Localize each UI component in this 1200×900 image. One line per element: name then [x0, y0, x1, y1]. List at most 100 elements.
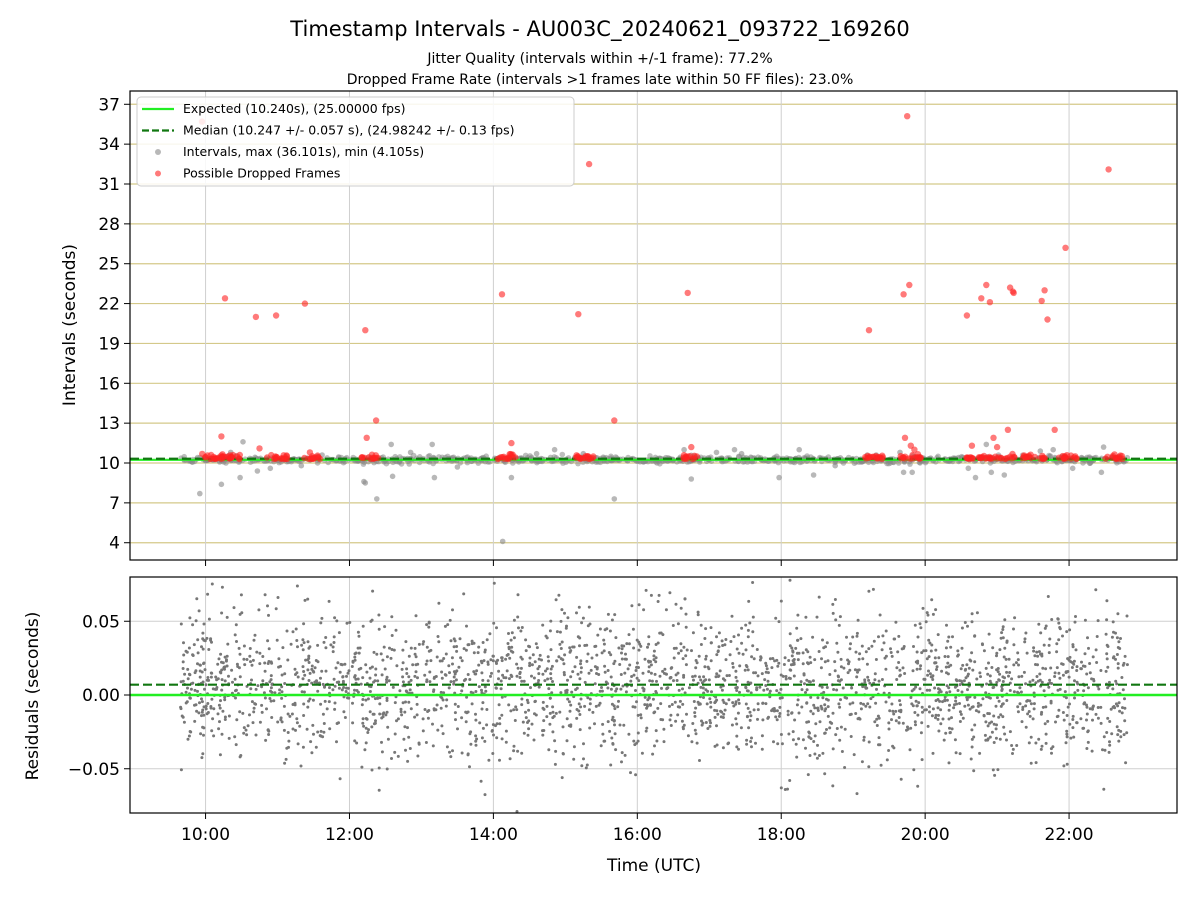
residual-point: [186, 737, 190, 741]
residual-point: [777, 714, 781, 718]
residual-point: [713, 715, 717, 719]
residual-point: [867, 647, 871, 651]
residual-point: [223, 698, 227, 702]
residual-point: [450, 656, 454, 660]
residual-point: [253, 702, 257, 706]
residual-point: [825, 686, 829, 689]
residual-point: [1124, 761, 1128, 765]
residual-point: [887, 721, 891, 725]
residual-point: [951, 635, 954, 639]
residual-point: [674, 602, 678, 606]
residual-point: [697, 702, 701, 706]
residual-point: [934, 713, 938, 717]
residual-point: [1125, 663, 1129, 667]
residual-point: [931, 612, 935, 616]
residual-point: [514, 705, 518, 709]
residual-point: [1116, 612, 1120, 616]
residual-point: [578, 677, 582, 681]
residual-point: [875, 687, 878, 691]
residual-point: [969, 757, 973, 761]
residual-point: [507, 703, 511, 707]
residual-point: [414, 614, 418, 618]
residual-point: [964, 676, 968, 680]
residual-point: [854, 712, 858, 715]
dropped-frame-point: [234, 453, 241, 460]
residual-point: [797, 711, 801, 715]
residual-point: [1029, 702, 1033, 706]
dropped-frame-point: [688, 443, 695, 451]
residual-point: [1091, 718, 1094, 722]
residual-point: [1085, 703, 1088, 707]
residual-point: [1016, 710, 1020, 714]
dropped-frame-point: [208, 455, 215, 462]
residual-point: [779, 786, 783, 790]
residual-point: [699, 678, 703, 682]
residual-point: [588, 697, 592, 701]
residual-point: [1086, 636, 1089, 640]
residual-point: [351, 701, 354, 705]
residual-point: [838, 705, 842, 709]
residual-point: [984, 720, 988, 724]
residual-point: [771, 657, 775, 660]
residual-point: [856, 618, 860, 622]
residual-point: [294, 627, 298, 631]
residual-point: [809, 737, 813, 741]
residual-point: [395, 719, 398, 723]
residual-point: [291, 727, 295, 731]
residual-point: [919, 626, 923, 630]
residual-point: [953, 703, 956, 707]
residual-point: [252, 638, 256, 642]
residual-point: [474, 690, 478, 693]
residual-point: [755, 686, 759, 690]
residual-point: [295, 639, 299, 642]
residual-point: [671, 624, 675, 627]
residual-point: [674, 673, 678, 677]
residual-point: [353, 739, 357, 743]
residual-point: [875, 724, 879, 727]
residual-point: [1117, 701, 1121, 705]
residual-point: [452, 680, 456, 683]
residual-point: [730, 614, 734, 618]
residual-point: [282, 704, 286, 708]
residual-point: [210, 729, 214, 733]
residual-point: [914, 660, 918, 664]
residual-point: [423, 673, 427, 677]
residual-point: [215, 687, 218, 691]
residual-point: [779, 599, 783, 603]
residual-point: [449, 755, 453, 759]
residual-point: [855, 634, 859, 638]
residual-point: [379, 652, 383, 656]
dropped-frame-point: [372, 454, 380, 462]
residual-point: [468, 678, 472, 681]
residual-point: [1114, 631, 1117, 635]
residual-point: [1042, 643, 1046, 647]
residual-point: [504, 657, 508, 661]
residual-point: [481, 678, 485, 682]
residual-point: [735, 745, 739, 749]
residual-point: [335, 740, 338, 744]
residuals-reference-lines: [130, 683, 1177, 697]
residual-point: [527, 727, 531, 731]
residual-point: [1055, 666, 1059, 670]
residual-point: [654, 656, 658, 660]
residual-point: [958, 702, 961, 705]
residual-point: [1023, 637, 1027, 641]
residual-point: [960, 646, 964, 650]
residual-point: [319, 676, 322, 680]
residual-point: [413, 715, 417, 719]
dropped-frame-point: [363, 434, 370, 441]
residual-point: [701, 686, 705, 690]
residual-point: [551, 730, 555, 734]
residual-point: [831, 711, 835, 715]
residual-point: [1011, 752, 1014, 755]
residual-point: [278, 688, 282, 692]
residual-point: [428, 680, 432, 684]
residual-point: [835, 641, 839, 645]
residual-point: [563, 611, 566, 615]
residual-point: [1119, 735, 1123, 739]
residual-point: [1061, 662, 1065, 666]
residual-point: [233, 633, 237, 637]
residual-point: [509, 649, 513, 653]
interval-point: [1050, 446, 1056, 453]
residual-point: [451, 662, 454, 666]
